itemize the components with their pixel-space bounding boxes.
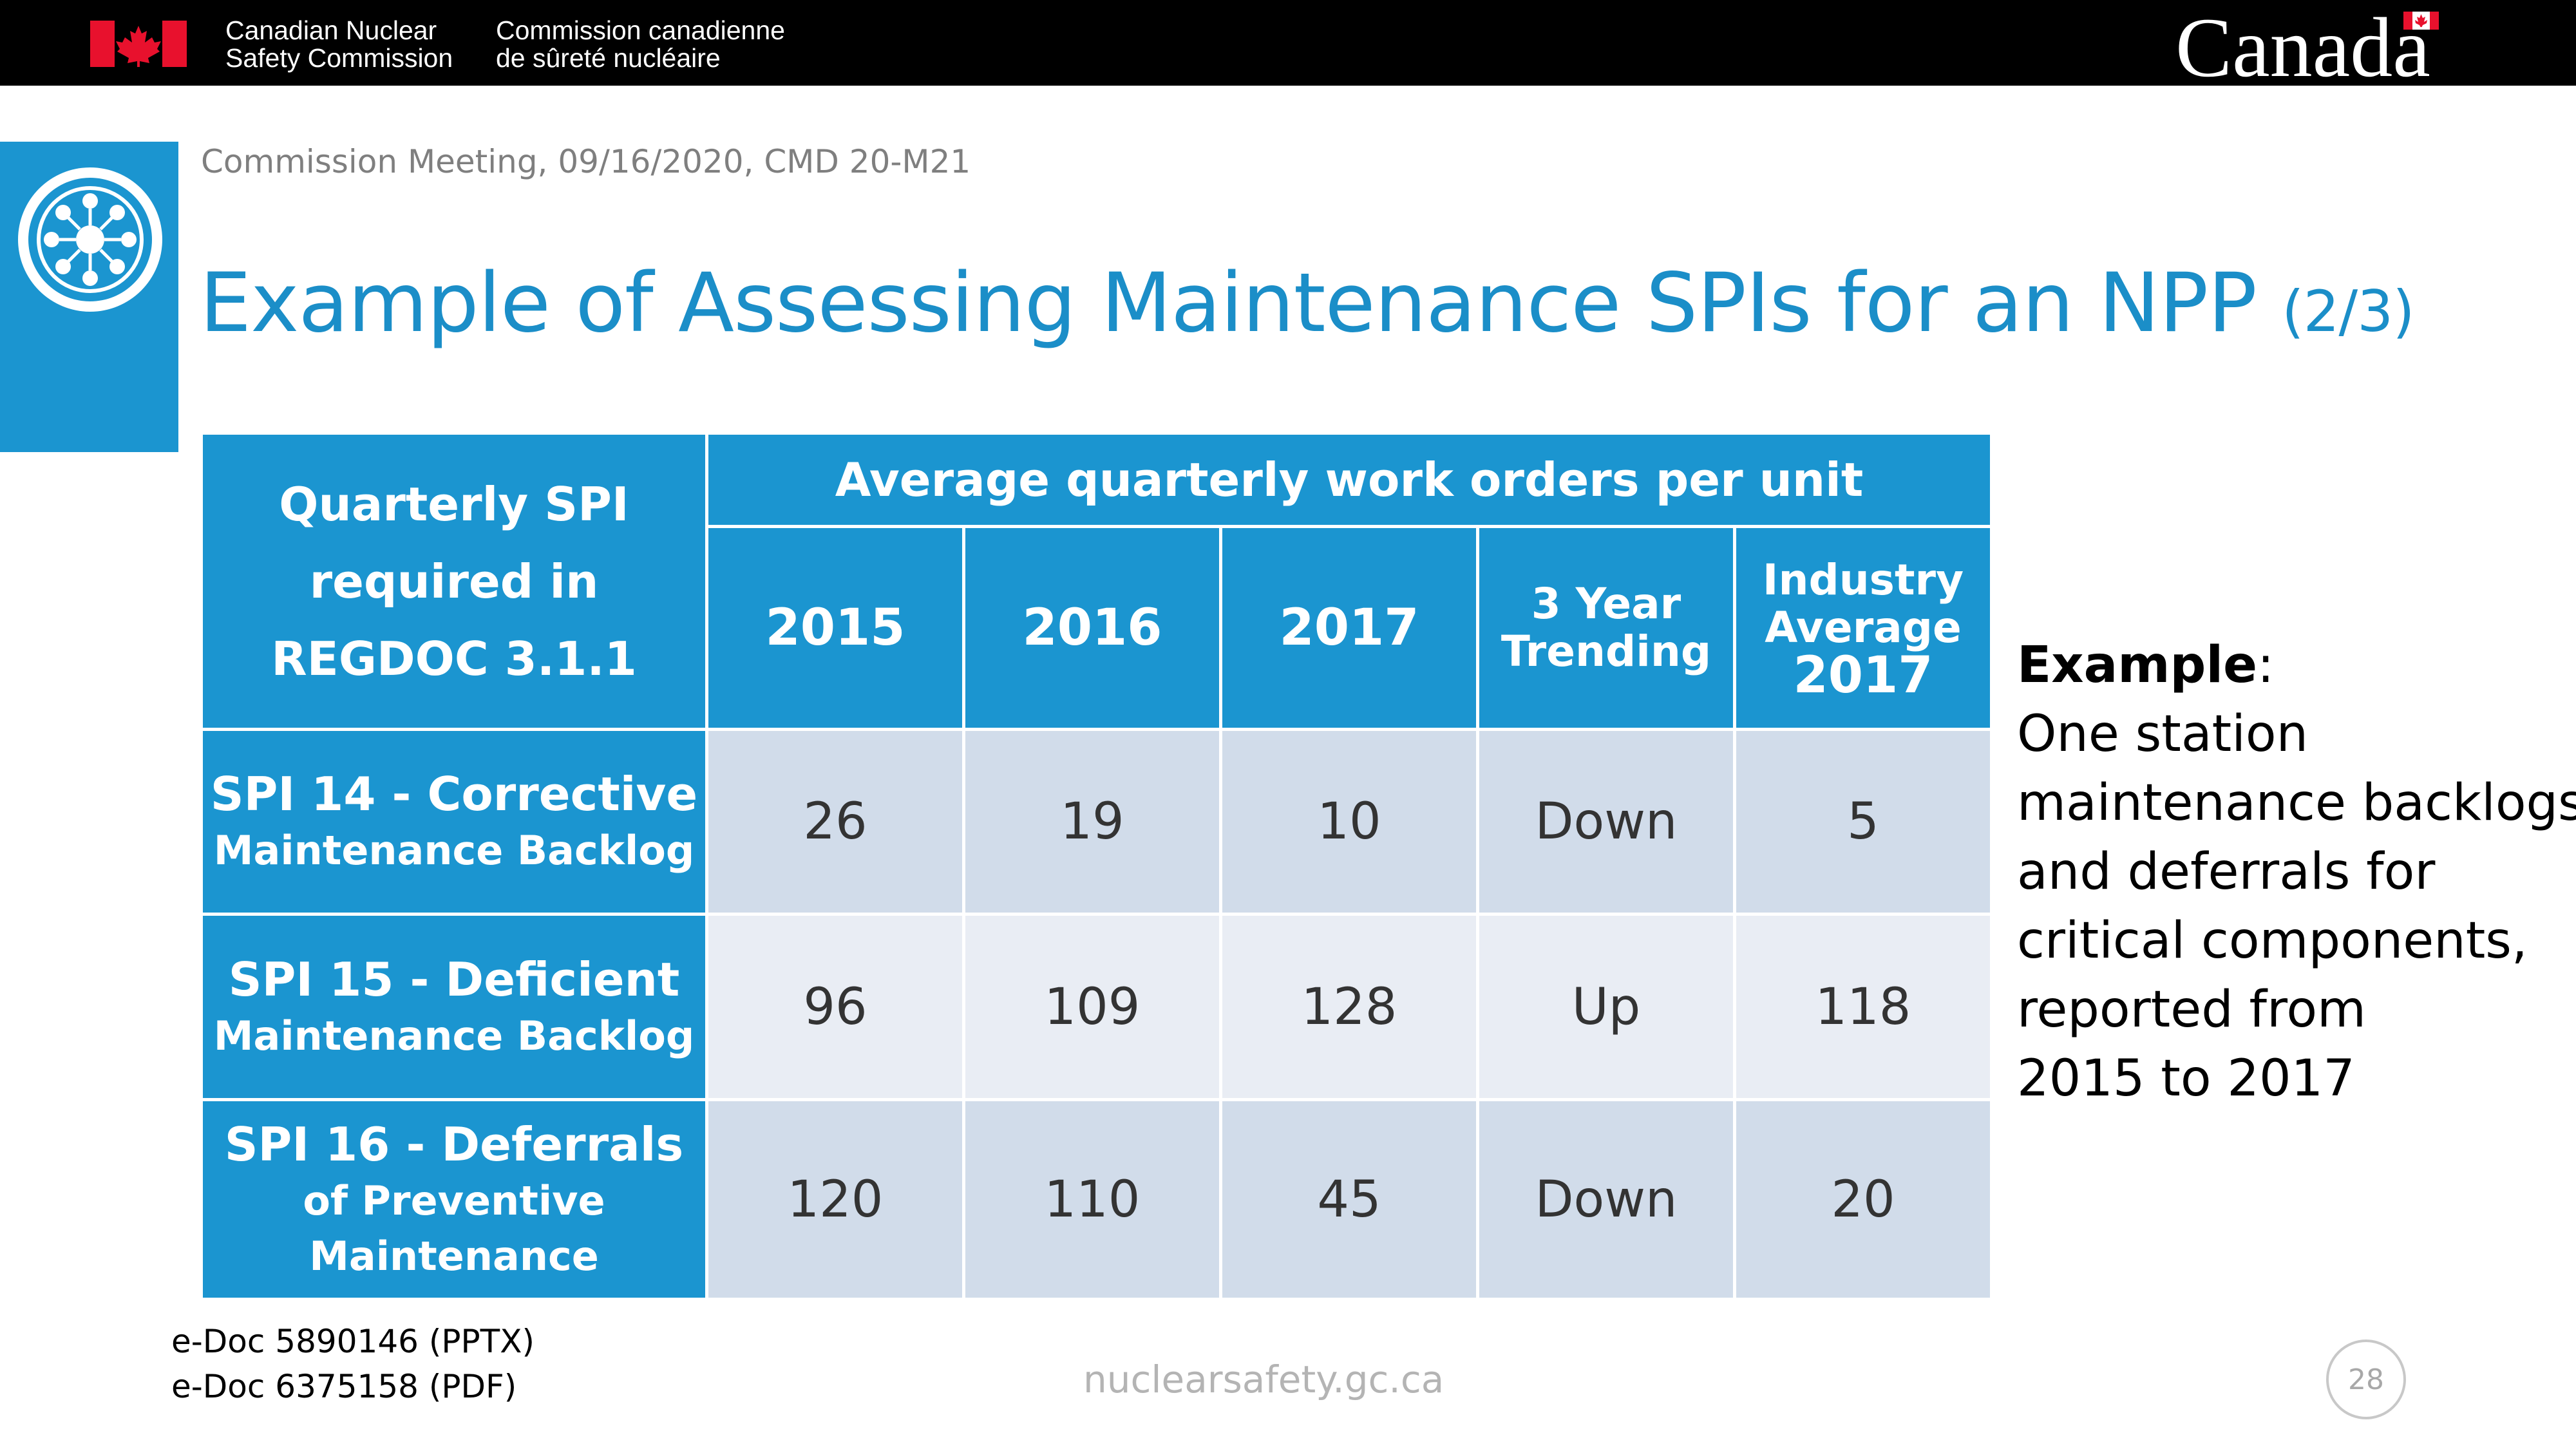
table-cell: Up — [1476, 913, 1736, 1101]
department-name-english: Canadian Nuclear Safety Commission — [225, 15, 453, 73]
slide-title-part: (2/3) — [2282, 278, 2414, 345]
table-header-row-group: Quarterly SPI required in REGDOC 3.1.1 A… — [200, 431, 1993, 731]
table-cell: 45 — [1219, 1098, 1479, 1301]
edoc-references: e-Doc 5890146 (PPTX) e-Doc 6375158 (PDF) — [171, 1323, 535, 1405]
column-header-2017: 2017 — [1219, 525, 1479, 731]
column-header-trending: 3 Year Trending — [1476, 525, 1736, 731]
example-heading-line: Example: — [2017, 636, 2275, 694]
table-cell: 19 — [962, 728, 1222, 916]
table-cell: 110 — [962, 1098, 1222, 1301]
table-cell: 118 — [1733, 913, 1993, 1101]
government-header-bar: Canadian Nuclear Safety Commission Commi… — [0, 0, 2576, 93]
corner-header: Quarterly SPI required in REGDOC 3.1.1 — [200, 431, 708, 731]
row-label: SPI 15 - Deficient Maintenance Backlog — [200, 913, 708, 1101]
example-text: Example: One station maintenance backlog… — [2017, 631, 2576, 1113]
table-cell: Down — [1476, 1098, 1736, 1301]
column-header-industry-average: Industry Average 2017 — [1733, 525, 1993, 731]
meeting-reference: Commission Meeting, 09/16/2020, CMD 20-M… — [201, 143, 971, 180]
example-heading: Example — [2017, 636, 2257, 694]
spi-table: Quarterly SPI required in REGDOC 3.1.1 A… — [200, 431, 1993, 1301]
column-header-2015: 2015 — [705, 525, 965, 731]
row-label: SPI 14 - Corrective Maintenance Backlog — [200, 728, 708, 916]
cnsc-logo-icon — [18, 167, 162, 312]
page-number: 28 — [2326, 1340, 2406, 1419]
group-header: Average quarterly work orders per unit — [705, 431, 1993, 528]
wordmark-flag-icon — [2403, 12, 2439, 30]
table-cell: 10 — [1219, 728, 1479, 916]
table-cell: 109 — [962, 913, 1222, 1101]
table-row: SPI 14 - Corrective Maintenance Backlog … — [200, 728, 1993, 916]
table-cell: 96 — [705, 913, 965, 1101]
table-row: SPI 15 - Deficient Maintenance Backlog 9… — [200, 913, 1993, 1101]
table-cell: 5 — [1733, 728, 1993, 916]
department-name-french: Commission canadienne de sûreté nucléair… — [496, 15, 785, 73]
table-cell: 26 — [705, 728, 965, 916]
table-cell: Down — [1476, 728, 1736, 916]
canada-flag-icon — [90, 21, 187, 67]
slide-title-text: Example of Assessing Maintenance SPIs fo… — [200, 255, 2257, 350]
table-cell: 128 — [1219, 913, 1479, 1101]
column-header-2016: 2016 — [962, 525, 1222, 731]
canada-wordmark: Canada — [2175, 0, 2430, 95]
website-link[interactable]: nuclearsafety.gc.ca — [1083, 1358, 1444, 1401]
row-label: SPI 16 - Deferrals of Preventive Mainten… — [200, 1098, 708, 1301]
table-cell: 20 — [1733, 1098, 1993, 1301]
side-accent-tab — [0, 142, 178, 452]
table-row: SPI 16 - Deferrals of Preventive Mainten… — [200, 1098, 1993, 1301]
slide-title: Example of Assessing Maintenance SPIs fo… — [200, 248, 2415, 366]
table-header-row-years: 2015 2016 2017 3 Year Trending Industry … — [202, 525, 1993, 731]
table-cell: 120 — [705, 1098, 965, 1301]
